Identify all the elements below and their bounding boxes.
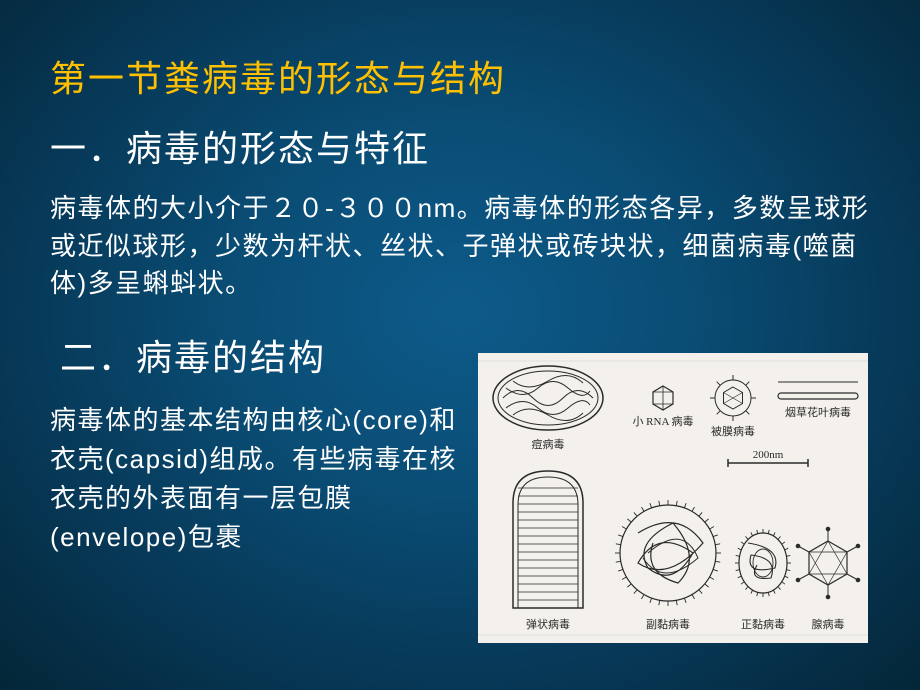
enveloped-icon — [710, 375, 756, 421]
paramyxo-icon — [615, 500, 721, 606]
bullet-icon — [513, 471, 583, 608]
section-2-body: 病毒体的基本结构由核心(core)和衣壳(capsid)组成。有些病毒在核衣壳的… — [50, 401, 470, 557]
section-1-heading: 一．病毒的形态与特征 — [50, 120, 870, 172]
orthomyxo-label: 正黏病毒 — [741, 617, 785, 631]
tmv-label: 烟草花叶病毒 — [785, 405, 851, 419]
slide-title: 第一节粪病毒的形态与结构 — [50, 50, 870, 102]
bullet-label: 弹状病毒 — [526, 617, 570, 631]
scale-bar: 200nm — [728, 449, 808, 467]
scale-bar-label: 200nm — [753, 449, 784, 461]
virus-figure-svg: 痘病毒 小 RNA 病毒 — [478, 353, 868, 643]
section-2-row: 病毒体的基本结构由核心(core)和衣壳(capsid)组成。有些病毒在核衣壳的… — [50, 401, 870, 643]
paramyxo-label: 副黏病毒 — [646, 617, 690, 631]
section-1-body: 病毒体的大小介于２０-３００nm。病毒体的形态各异，多数呈球形或近似球形，少数为… — [50, 190, 870, 303]
tmv-icon — [778, 382, 858, 399]
poxvirus-icon — [493, 366, 603, 430]
enveloped-label: 被膜病毒 — [711, 424, 755, 438]
adeno-icon — [796, 527, 860, 599]
orthomyxo-icon — [735, 529, 791, 597]
virus-morphology-figure: 痘病毒 小 RNA 病毒 — [478, 353, 868, 643]
poxvirus-label: 痘病毒 — [532, 437, 565, 451]
adeno-label: 腺病毒 — [812, 617, 845, 631]
picorna-icon — [653, 386, 673, 410]
picorna-label: 小 RNA 病毒 — [632, 414, 693, 428]
